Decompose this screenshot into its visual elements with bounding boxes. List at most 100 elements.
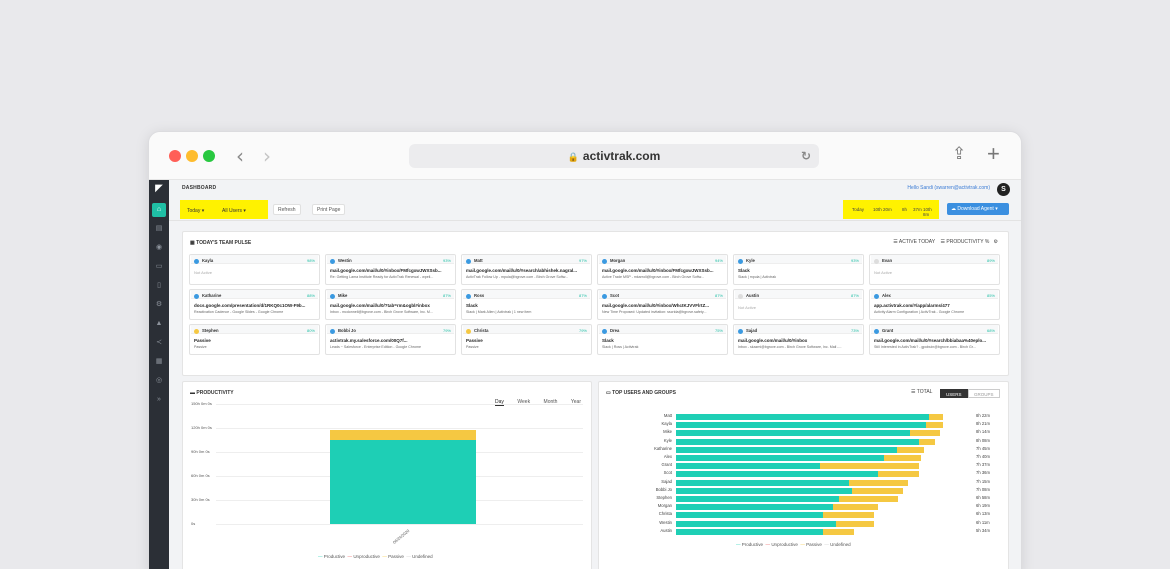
bar-productive[interactable] bbox=[676, 438, 920, 445]
pulse-card[interactable]: Alex 85% app.activtrak.com/#/app/alarms/47… bbox=[869, 289, 1000, 320]
bar-passive[interactable] bbox=[928, 414, 944, 420]
pulse-card[interactable]: Christa 79% Passive Passive bbox=[461, 324, 592, 355]
active-today-sort[interactable]: ☰ ACTIVE TODAY bbox=[893, 239, 935, 245]
home-icon[interactable]: ⌂ bbox=[152, 203, 166, 217]
bar-passive[interactable] bbox=[823, 528, 854, 535]
bar-passive[interactable] bbox=[823, 512, 875, 519]
pulse-card[interactable]: Bobbi Jo 79% activtrak.my.salesforce.com/0… bbox=[325, 324, 456, 355]
minimize-window-button[interactable] bbox=[186, 150, 198, 162]
pulse-card[interactable]: Evan 89% Not Active bbox=[869, 254, 1000, 285]
bar-productive[interactable] bbox=[330, 440, 476, 524]
pulse-card[interactable]: Kyle 93% Slack Slack | mpula | Activtrak bbox=[733, 254, 864, 285]
tab-month[interactable]: Month bbox=[543, 399, 558, 405]
legend-passive-2: Passive bbox=[806, 542, 822, 547]
screens-icon[interactable]: ▭ bbox=[155, 263, 163, 270]
gear-icon[interactable]: ⚙ bbox=[993, 239, 998, 245]
status-dot bbox=[874, 329, 879, 334]
bar-passive[interactable] bbox=[330, 430, 476, 440]
bar-productive[interactable] bbox=[676, 414, 929, 420]
download-agent-button[interactable]: ☁ Download Agent ▾ bbox=[947, 203, 1009, 215]
bar-productive[interactable] bbox=[676, 520, 836, 527]
bar-productive[interactable] bbox=[676, 463, 820, 470]
bar-passive[interactable] bbox=[836, 520, 875, 527]
bar-productive[interactable] bbox=[676, 430, 910, 437]
refresh-button[interactable]: Refresh bbox=[273, 204, 301, 215]
pulse-card[interactable]: Sajad 73% mail.google.com/mail/u/0/#inbox I… bbox=[733, 324, 864, 355]
pulse-card[interactable]: Drea 75% Slack Slack | Ross | Activtrak bbox=[597, 324, 728, 355]
status-dot bbox=[330, 294, 335, 299]
pulse-card[interactable]: Morgan 94% mail.google.com/mail/u/0/#inbox… bbox=[597, 254, 728, 285]
bar-productive[interactable] bbox=[676, 471, 878, 478]
print-page-button[interactable]: Print Page bbox=[312, 204, 346, 215]
bar-productive[interactable] bbox=[676, 496, 840, 502]
pulse-card[interactable]: Mike 87% mail.google.com/mail/u/0/?tab=rm&… bbox=[325, 289, 456, 320]
address-bar[interactable]: 🔒 activtrak.com ↻ bbox=[409, 144, 819, 168]
docs-icon[interactable]: ▯ bbox=[157, 282, 161, 289]
bar-passive[interactable] bbox=[848, 479, 908, 486]
pulse-card[interactable]: Katharine 88% docs.google.com/presentation… bbox=[189, 289, 320, 320]
bar-productive[interactable] bbox=[676, 446, 897, 453]
bar-productive[interactable] bbox=[676, 528, 824, 535]
bar-passive[interactable] bbox=[832, 504, 878, 511]
user-name-label: Alex bbox=[663, 454, 672, 459]
back-icon[interactable]: ‹ bbox=[236, 144, 244, 168]
card-activity-detail: New Time Proposed: Updated invitation: s… bbox=[602, 310, 707, 314]
status-dot bbox=[194, 329, 199, 334]
forward-icon[interactable]: › bbox=[263, 144, 271, 168]
users-filter-button[interactable]: All Users ▾ bbox=[222, 208, 246, 214]
reports-icon[interactable]: ▤ bbox=[155, 225, 163, 232]
tab-year[interactable]: Year bbox=[570, 399, 581, 405]
bar-passive[interactable] bbox=[896, 446, 924, 453]
total-toggle[interactable]: ☰ TOTAL bbox=[911, 389, 933, 395]
cloud-icon: ☁ bbox=[951, 206, 958, 212]
groups-toggle[interactable]: GROUPS bbox=[968, 389, 1000, 398]
pulse-card[interactable]: Grant 68% mail.google.com/mail/u/0/#search… bbox=[869, 324, 1000, 355]
new-tab-icon[interactable]: + bbox=[987, 141, 1000, 166]
avatar[interactable]: S bbox=[997, 183, 1010, 196]
config-icon[interactable]: ◎ bbox=[155, 377, 163, 384]
apps-icon[interactable]: ▦ bbox=[155, 358, 163, 365]
bar-productive[interactable] bbox=[676, 422, 926, 429]
date-filter-button[interactable]: Today ▾ bbox=[187, 208, 205, 214]
share-icon[interactable]: ⇪ bbox=[952, 144, 967, 164]
bar-passive[interactable] bbox=[877, 471, 920, 478]
card-user-name: Matt bbox=[474, 258, 483, 263]
expand-icon[interactable]: » bbox=[157, 396, 161, 403]
users-toggle[interactable]: USERS bbox=[940, 389, 968, 398]
legend-productive-2: Productive bbox=[741, 542, 764, 547]
pulse-card[interactable]: Ross 87% Slack Slack | Mark Allen | Activtr… bbox=[461, 289, 592, 320]
activtrak-logo-icon[interactable]: ◤ bbox=[155, 183, 163, 194]
alarms-icon[interactable]: ▲ bbox=[155, 320, 163, 327]
bar-productive[interactable] bbox=[676, 504, 833, 511]
team-pulse-title-text: TODAY'S TEAM PULSE bbox=[196, 240, 252, 246]
bar-productive[interactable] bbox=[676, 512, 824, 519]
pulse-card[interactable]: Westin 93% mail.google.com/mail/u/0/#inbox… bbox=[325, 254, 456, 285]
bar-passive[interactable] bbox=[919, 438, 936, 445]
productivity-sort[interactable]: ☰ PRODUCTIVITY % bbox=[940, 239, 990, 245]
tab-day[interactable]: Day bbox=[495, 399, 504, 406]
bar-passive[interactable] bbox=[884, 455, 921, 461]
y-tick-label: 120h 0m 0s bbox=[191, 425, 212, 430]
bar-productive[interactable] bbox=[676, 479, 849, 486]
bar-passive[interactable] bbox=[852, 487, 904, 494]
pulse-card[interactable]: Kayla 98% Not Active bbox=[189, 254, 320, 285]
card-activity: mail.google.com/mail/u/0/#search/bbiabaa… bbox=[874, 338, 987, 343]
tab-week[interactable]: Week bbox=[517, 399, 531, 405]
bar-productive[interactable] bbox=[676, 487, 852, 494]
bar-passive[interactable] bbox=[925, 422, 944, 429]
pulse-card[interactable]: Matt 97% mail.google.com/mail/u/0/#search/… bbox=[461, 254, 592, 285]
bar-productive[interactable] bbox=[676, 455, 884, 461]
bar-passive[interactable] bbox=[909, 430, 940, 437]
bar-passive[interactable] bbox=[820, 463, 920, 470]
pulse-card[interactable]: Austin 87% Not Active bbox=[733, 289, 864, 320]
maximize-window-button[interactable] bbox=[203, 150, 215, 162]
share-nav-icon[interactable]: ≺ bbox=[156, 339, 162, 346]
bar-passive[interactable] bbox=[839, 496, 899, 502]
close-window-button[interactable] bbox=[169, 150, 181, 162]
user-greeting[interactable]: Hello Sandi (swarren@activtrak.com) bbox=[907, 185, 990, 191]
settings-icon[interactable]: ⚙ bbox=[155, 301, 163, 308]
pulse-card[interactable]: Scot 87% mail.google.com/mail/u/0/#inbox/W… bbox=[597, 289, 728, 320]
pulse-card[interactable]: Stephen 80% Passive Passive bbox=[189, 324, 320, 355]
users-icon[interactable]: ◉ bbox=[155, 244, 163, 251]
reload-icon[interactable]: ↻ bbox=[800, 149, 811, 163]
